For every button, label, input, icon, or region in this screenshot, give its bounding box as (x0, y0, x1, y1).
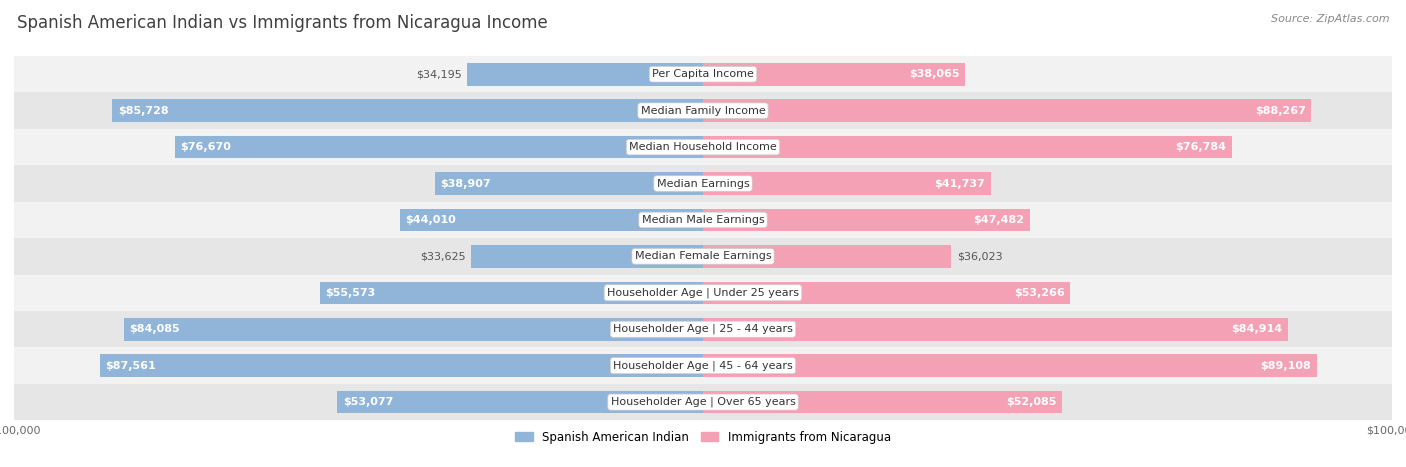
Bar (399, 209, 703, 231)
Text: $84,085: $84,085 (129, 324, 180, 334)
Bar (174, 136, 703, 158)
Text: Per Capita Income: Per Capita Income (652, 69, 754, 79)
Text: $47,482: $47,482 (973, 215, 1025, 225)
Bar (703, 318, 1288, 340)
Bar (112, 99, 703, 122)
Bar (703, 245, 952, 268)
Text: $89,108: $89,108 (1261, 361, 1312, 371)
Text: $44,010: $44,010 (405, 215, 456, 225)
Text: Householder Age | 45 - 64 years: Householder Age | 45 - 64 years (613, 361, 793, 371)
Bar (14, 238, 1392, 275)
Text: $38,907: $38,907 (440, 178, 491, 189)
Text: $55,573: $55,573 (326, 288, 375, 298)
Bar (14, 56, 1392, 92)
Text: Householder Age | Over 65 years: Householder Age | Over 65 years (610, 397, 796, 407)
Text: $85,728: $85,728 (118, 106, 169, 116)
Bar (124, 318, 703, 340)
Bar (100, 354, 703, 377)
Text: Spanish American Indian vs Immigrants from Nicaragua Income: Spanish American Indian vs Immigrants fr… (17, 14, 547, 32)
Bar (434, 172, 703, 195)
Text: $88,267: $88,267 (1254, 106, 1306, 116)
Bar (14, 165, 1392, 202)
Bar (14, 202, 1392, 238)
Bar (467, 63, 703, 85)
Text: Median Male Earnings: Median Male Earnings (641, 215, 765, 225)
Text: $41,737: $41,737 (934, 178, 986, 189)
Text: $38,065: $38,065 (910, 69, 960, 79)
Text: $34,195: $34,195 (416, 69, 463, 79)
Text: Median Household Income: Median Household Income (628, 142, 778, 152)
Text: $76,670: $76,670 (180, 142, 231, 152)
Text: Median Female Earnings: Median Female Earnings (634, 251, 772, 262)
Text: Source: ZipAtlas.com: Source: ZipAtlas.com (1271, 14, 1389, 24)
Bar (703, 209, 1031, 231)
Bar (703, 172, 991, 195)
Bar (703, 391, 1062, 413)
Text: $52,085: $52,085 (1005, 397, 1056, 407)
Text: Median Earnings: Median Earnings (657, 178, 749, 189)
Bar (14, 129, 1392, 165)
Bar (337, 391, 703, 413)
Text: Median Family Income: Median Family Income (641, 106, 765, 116)
Bar (703, 136, 1232, 158)
Bar (703, 63, 966, 85)
Text: $36,023: $36,023 (956, 251, 1002, 262)
Bar (14, 92, 1392, 129)
Bar (703, 99, 1312, 122)
Bar (14, 275, 1392, 311)
Bar (14, 384, 1392, 420)
Text: $53,266: $53,266 (1014, 288, 1064, 298)
Text: $87,561: $87,561 (105, 361, 156, 371)
Text: Householder Age | 25 - 44 years: Householder Age | 25 - 44 years (613, 324, 793, 334)
Bar (321, 282, 703, 304)
Text: $76,784: $76,784 (1175, 142, 1226, 152)
Text: $33,625: $33,625 (420, 251, 465, 262)
Text: $53,077: $53,077 (343, 397, 394, 407)
Bar (14, 311, 1392, 347)
Bar (14, 347, 1392, 384)
Text: $84,914: $84,914 (1232, 324, 1282, 334)
Text: Householder Age | Under 25 years: Householder Age | Under 25 years (607, 288, 799, 298)
Bar (703, 354, 1317, 377)
Legend: Spanish American Indian, Immigrants from Nicaragua: Spanish American Indian, Immigrants from… (515, 431, 891, 444)
Bar (703, 282, 1070, 304)
Bar (471, 245, 703, 268)
